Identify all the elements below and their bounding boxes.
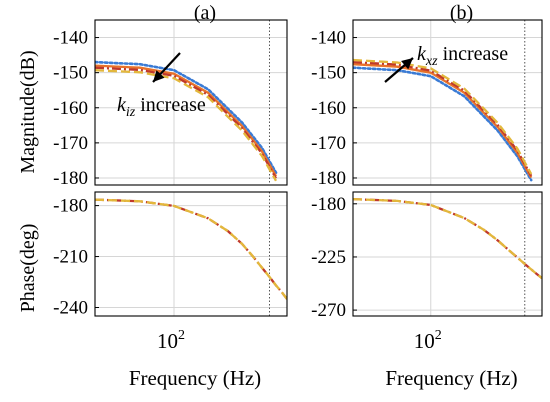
x-axis-label: Frequency (Hz) [129,366,261,390]
annotation-subscript: xz [425,54,438,69]
series-line-red_dashdot [95,198,287,300]
annotation-arrow-head [153,70,165,82]
plot-frame [94,19,288,186]
x-tick-exponent: 2 [435,328,442,343]
y-tick-label: -225 [311,247,346,268]
y-tick-label: -140 [53,28,88,49]
bode-panels: -140-150-160-170-180(a)kiz increase-180-… [53,2,543,390]
y-tick-label: -240 [53,298,88,319]
plot-frame [352,19,543,186]
annotation-variable: k [117,94,127,116]
annotation-text: increase [135,94,206,116]
series-line-orange_solid [95,64,278,177]
y-tick-label: -160 [311,98,346,119]
x-tick-base: 10 [414,329,435,353]
y-tick-label: -210 [53,247,88,268]
series-line-yellow_dashed [95,69,278,182]
series-line-blue_dotted [353,66,533,182]
y-tick-label: -170 [53,133,88,154]
panel-b-magnitude: -140 -150 -160 -170 -180 (b) kxz increase [311,2,543,189]
series-line-yellow_dashed [353,58,533,175]
series-line-blue_dotted [95,60,278,174]
y-tick-label: -140 [311,28,346,49]
annotation-variable: k [417,43,427,65]
y-tick-label: -270 [311,300,346,321]
series-line-orange_solid [353,63,533,179]
plot-frame [352,191,543,317]
panel-a-phase: -180 -210 -240 102 Frequency (Hz) [53,191,288,390]
annotation-arrow-head [401,58,413,70]
annotation-label: kiz increase [117,94,206,120]
x-tick-label: 102 [157,328,185,353]
panel-a-magnitude: -140 -150 -160 -170 -180 (a) kiz increase [53,2,288,189]
x-tick-base: 10 [157,329,178,353]
annotation-text: increase [438,43,509,65]
panel-title: (b) [450,2,473,24]
magnitude-axis-label: Magnitude(dB) [17,50,39,173]
annotation-label: kxz increase [417,43,508,69]
y-tick-label: -170 [311,133,346,154]
x-tick-exponent: 2 [178,328,185,343]
x-tick-label: 102 [414,328,442,353]
y-tick-label: -180 [311,194,346,215]
y-tick-label: -180 [53,196,88,217]
series-line-yellow_dashed [353,197,542,280]
panel-title: (a) [194,2,216,24]
y-tick-label: -160 [53,98,88,119]
plot-frame [94,191,288,317]
y-tick-label: -180 [311,168,346,189]
panel-b-phase: -180 -225 -270 102 Frequency (Hz) [311,191,543,390]
y-tick-label: -150 [311,63,346,84]
phase-axis-label: Phase(deg) [17,224,39,313]
series-line-yellow_dashed [95,198,287,300]
y-tick-label: -150 [53,63,88,84]
y-tick-label: -180 [53,168,88,189]
x-axis-label: Frequency (Hz) [385,366,517,390]
annotation-subscript: iz [126,105,136,120]
